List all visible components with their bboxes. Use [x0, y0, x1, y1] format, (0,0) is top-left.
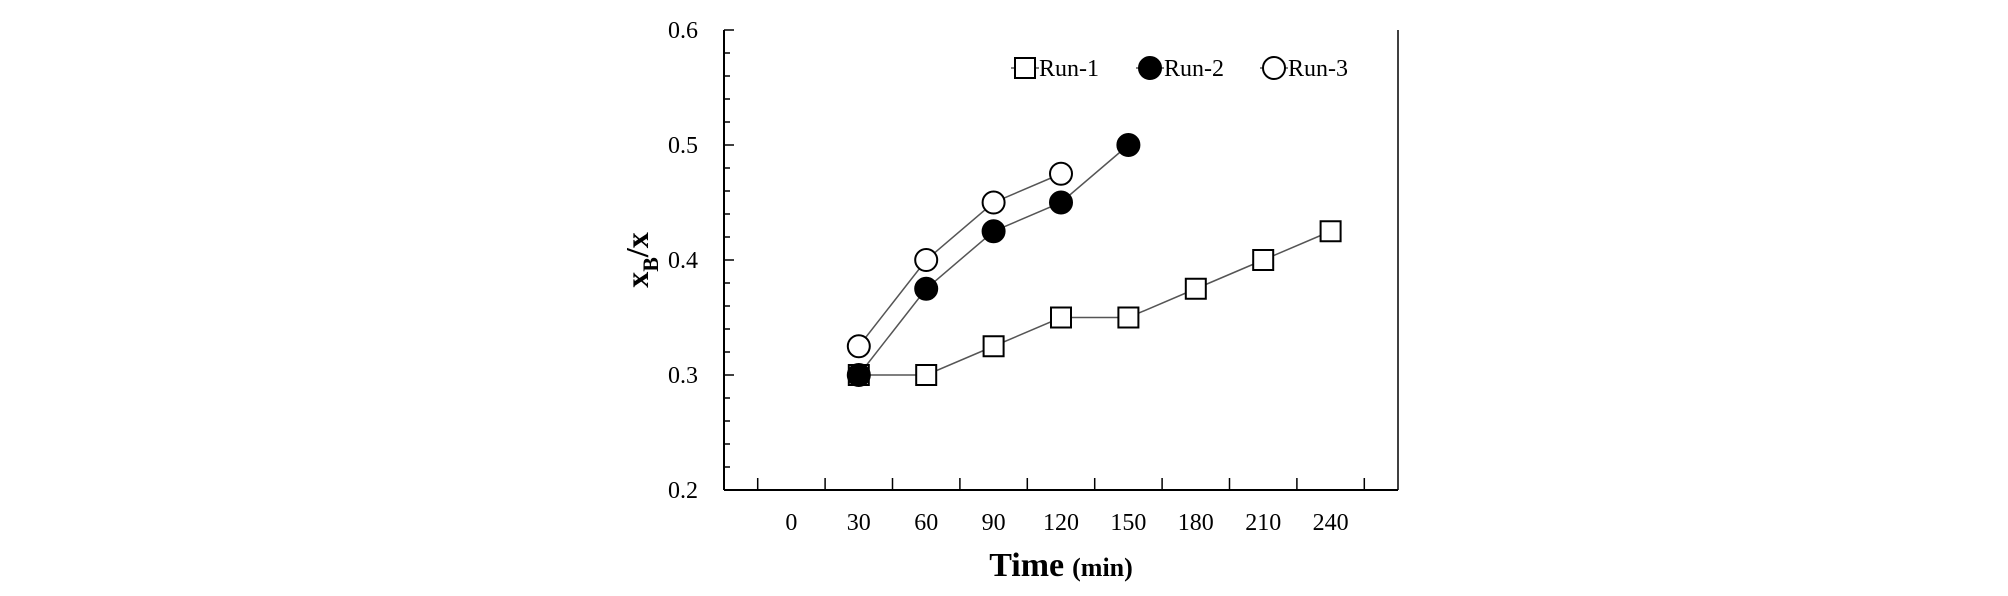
legend-item-run-2: Run-2	[1136, 56, 1224, 82]
legend-marker	[1138, 56, 1162, 80]
series-line-run-3	[858, 173, 1062, 347]
data-point-run-3	[981, 190, 1006, 215]
y-tick-label: 0.4	[668, 248, 698, 274]
legend-marker	[1262, 56, 1286, 80]
data-point-run-1	[1050, 306, 1072, 329]
data-point-run-3	[846, 334, 871, 359]
legend: Run-1 Run-2 Run-3	[1011, 56, 1348, 82]
x-tick-label: 0	[785, 510, 797, 536]
x-tick-label: 120	[1043, 510, 1079, 536]
y-axis-title-subscript: B	[638, 257, 663, 272]
x-tick-label: 180	[1178, 510, 1214, 536]
legend-item-run-3: Run-3	[1260, 56, 1348, 82]
x-axis-title: Time (min)	[989, 547, 1133, 584]
legend-item-run-1: Run-1	[1011, 56, 1099, 82]
legend-label: Run-2	[1164, 56, 1224, 82]
x-tick-label: 150	[1110, 510, 1146, 536]
y-ticks: 0.2 0.3 0.4 0.5 0.6	[668, 18, 734, 504]
data-point-run-1	[982, 335, 1005, 358]
data-point-run-1	[1184, 277, 1207, 300]
data-point-run-1	[1319, 220, 1342, 243]
y-tick-label: 0.3	[668, 363, 698, 389]
series-markers	[846, 133, 1342, 387]
x-tick-label: 60	[914, 510, 938, 536]
x-tick-label: 30	[847, 510, 871, 536]
x-axis-title-main: Time	[989, 547, 1064, 584]
data-point-run-1	[915, 364, 938, 386]
data-point-run-2	[1116, 133, 1141, 157]
x-axis-title-unit: (min)	[1072, 553, 1133, 582]
legend-label: Run-3	[1288, 56, 1348, 82]
series-line-run-1	[858, 230, 1331, 376]
y-tick-label: 0.2	[668, 478, 698, 504]
data-point-run-3	[1049, 161, 1073, 186]
data-point-run-1	[1252, 249, 1275, 271]
axes	[723, 30, 1399, 491]
data-point-run-2	[846, 363, 871, 387]
data-point-run-2	[981, 219, 1006, 244]
data-point-run-2	[1049, 190, 1073, 215]
y-axis-title: xB/x	[619, 232, 663, 288]
data-point-run-3	[914, 248, 939, 272]
legend-label: Run-1	[1039, 56, 1099, 82]
x-tick-label: 240	[1313, 510, 1349, 536]
y-axis-title-rest: /x	[619, 232, 655, 258]
x-tick-label: 90	[982, 510, 1006, 536]
y-tick-label: 0.5	[668, 133, 698, 159]
y-tick-label: 0.6	[668, 18, 698, 44]
data-point-run-1	[1117, 306, 1140, 329]
legend-marker	[1014, 57, 1036, 79]
x-tick-label: 210	[1245, 510, 1281, 536]
y-axis-title-main: x	[619, 272, 655, 288]
data-point-run-2	[914, 276, 939, 301]
x-ticks: 0 30 60 90 120 150 180 210 240	[756, 478, 1366, 536]
